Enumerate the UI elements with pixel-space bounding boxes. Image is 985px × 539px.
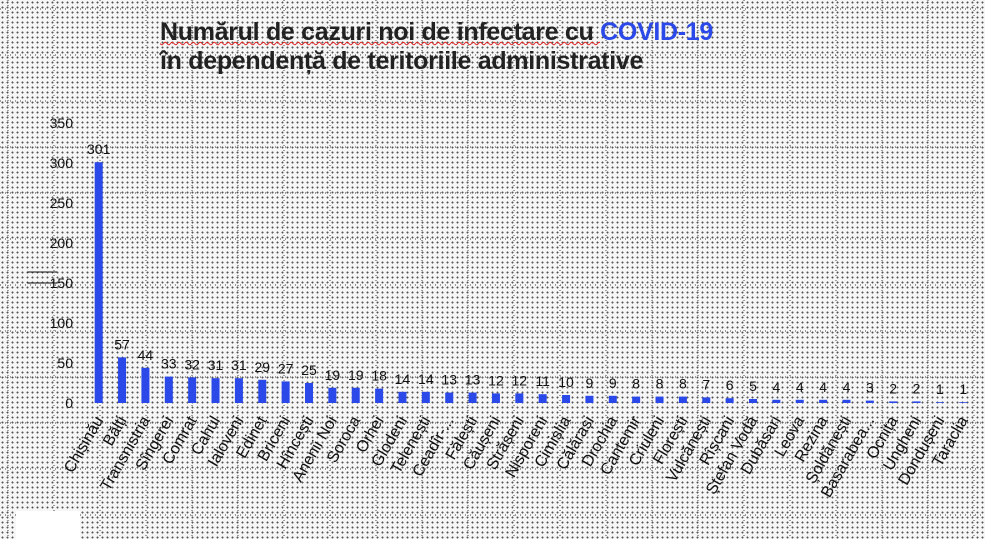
bar-value-label: 13 [441, 372, 457, 388]
bar-value-label: 4 [772, 379, 780, 395]
bar-value-label: 29 [254, 359, 270, 375]
bar [118, 357, 127, 403]
bar-value-label: 1 [959, 381, 967, 397]
chart-title-part1: Numărul de cazuri noi de infectare cu [160, 18, 601, 46]
bar-value-label: 8 [632, 376, 640, 392]
bar-value-label: 11 [535, 373, 550, 389]
bar [959, 402, 968, 403]
bar [655, 396, 664, 403]
bar [234, 378, 243, 403]
y-axis: 0 50 100 150 200 250 300 350 [50, 115, 74, 411]
legend-marker [27, 271, 57, 284]
chart-title-line1: Numărul de cazuri noi de infectare cu CO… [160, 18, 713, 47]
bar [421, 391, 430, 403]
bar [865, 400, 874, 403]
bar [351, 387, 360, 403]
bar [912, 401, 921, 403]
bar [164, 376, 173, 403]
bar [94, 162, 103, 403]
bar [281, 381, 290, 403]
bar-value-label: 5 [749, 378, 757, 394]
bar [305, 383, 313, 403]
bar-value-label: 4 [843, 379, 851, 395]
y-tick-label: 350 [50, 115, 74, 131]
bar-value-label: 14 [418, 371, 434, 387]
bar [772, 399, 781, 403]
bar [188, 377, 197, 403]
bar [398, 391, 407, 403]
bar-value-label: 33 [161, 356, 177, 372]
bar [608, 395, 617, 403]
bar [585, 395, 594, 403]
y-tick-label: 250 [50, 195, 74, 211]
bar-value-label: 57 [114, 336, 130, 352]
bar [842, 399, 851, 403]
bar [889, 401, 898, 403]
bar-value-label: 12 [488, 372, 504, 388]
bar [795, 399, 804, 403]
bar-value-label: 13 [465, 372, 481, 388]
y-tick-label: 300 [50, 155, 74, 171]
bar [445, 392, 454, 403]
bar [211, 378, 220, 403]
bar-value-label: 2 [889, 380, 897, 396]
bar [725, 398, 734, 403]
bar-value-label: 9 [609, 375, 617, 391]
bar-value-label: 8 [679, 376, 687, 392]
bar-value-label: 4 [819, 379, 827, 395]
bar-value-label: 1 [936, 381, 944, 397]
x-tick-label: Chișinău [61, 414, 107, 476]
y-tick-label: 150 [50, 275, 74, 291]
bar-value-label: 2 [913, 380, 921, 396]
bar [468, 392, 477, 403]
bar-value-label: 18 [371, 368, 387, 384]
chart-title-accent: COVID-19 [600, 18, 714, 46]
bar-value-label: 12 [512, 372, 528, 388]
bar [632, 396, 641, 403]
bar [328, 387, 337, 403]
x-axis-labels: ChișinăuBălțiTransnistriaSîngereiComratC… [61, 413, 972, 501]
blank-box [16, 511, 80, 539]
bar-value-label: 4 [796, 379, 804, 395]
bar-value-label: 8 [656, 376, 664, 392]
chart-title: Numărul de cazuri noi de infectare cu CO… [160, 18, 713, 76]
bar-value-label: 19 [325, 367, 341, 383]
bar-value-label: 9 [586, 375, 594, 391]
bar [491, 393, 500, 403]
bar-value-label: 3 [866, 380, 874, 396]
bar [702, 397, 711, 403]
bar-value-label: 7 [702, 376, 710, 392]
bar-value-label: 14 [395, 371, 411, 387]
bar-value-label: 27 [278, 360, 294, 376]
bar [258, 379, 267, 403]
bar [562, 395, 571, 403]
bar [375, 388, 384, 403]
y-tick-label: 100 [50, 315, 74, 331]
chart-title-line2: în dependență de teritoriile administrat… [160, 47, 644, 75]
bar-value-label: 6 [726, 377, 734, 393]
y-tick-label: 200 [50, 235, 74, 251]
bar [749, 399, 757, 403]
bar-value-label: 25 [301, 362, 317, 378]
y-tick-label: 0 [65, 395, 73, 411]
bars [94, 162, 968, 403]
bar [141, 367, 150, 403]
y-tick-label: 50 [57, 355, 73, 371]
bar [819, 399, 828, 403]
bar-value-label: 31 [208, 357, 224, 373]
bar [515, 393, 524, 403]
bar-value-label: 301 [87, 141, 111, 157]
bar-value-label: 31 [231, 357, 247, 373]
bar-value-label: 32 [184, 356, 200, 372]
bar [935, 402, 944, 403]
bar-value-label: 10 [558, 374, 574, 390]
bar-value-label: 44 [138, 347, 154, 363]
bar-value-label: 19 [348, 367, 364, 383]
bar [678, 396, 687, 403]
bar [538, 394, 547, 403]
